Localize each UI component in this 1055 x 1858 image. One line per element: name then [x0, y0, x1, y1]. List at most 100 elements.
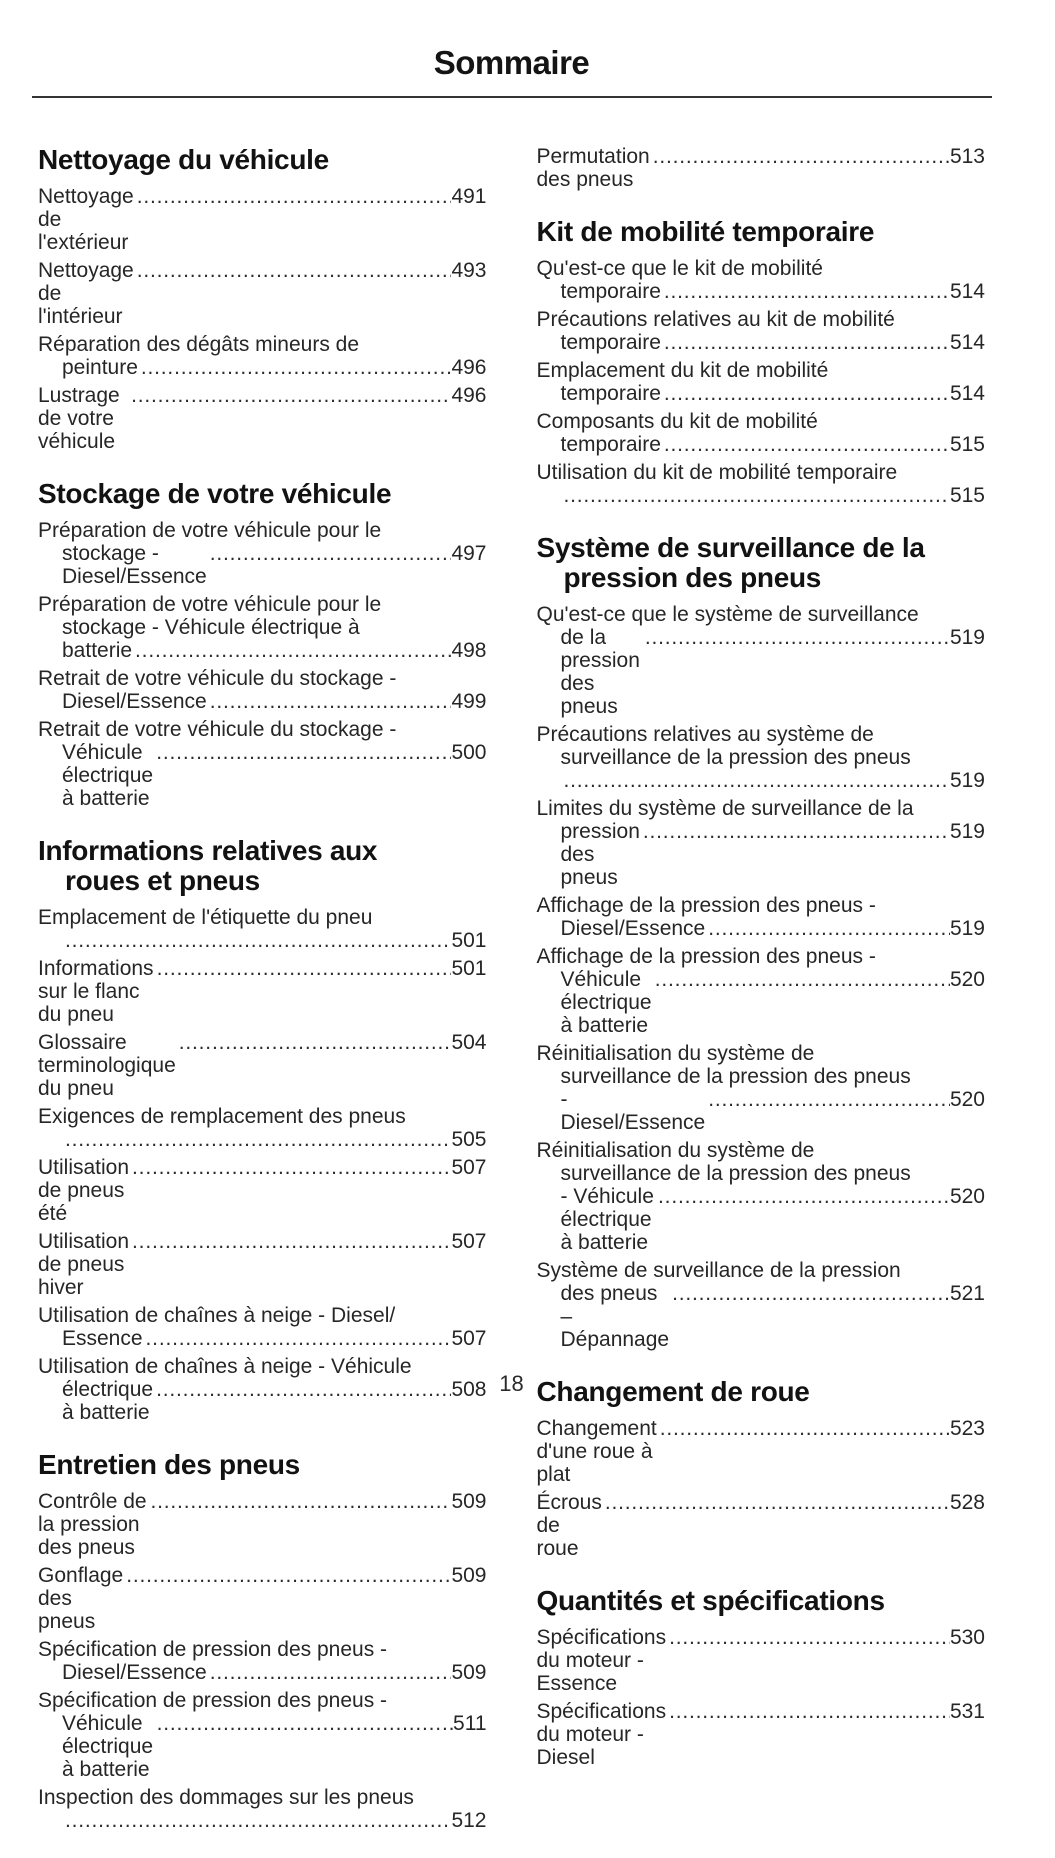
entry-text: temporaire: [560, 280, 667, 303]
dot-leader: [207, 542, 452, 565]
entry-text: Qu'est-ce que le kit de mobilité: [536, 257, 823, 280]
entry-line: temporaire 515: [537, 433, 986, 456]
entry-text: Affichage de la pression des pneus -: [536, 945, 876, 968]
entry-line: Spécifications du moteur - Essence 530: [537, 1626, 986, 1695]
entry-text: - Véhicule électrique à batterie: [560, 1185, 660, 1254]
entry-page-number: 493: [451, 259, 487, 282]
toc-entry: Spécification de pression des pneus - Véh…: [38, 1689, 487, 1781]
entry-text: pression des pneus: [560, 820, 646, 889]
entry-line: stockage - Véhicule électrique à: [38, 616, 487, 639]
entry-line: Véhicule électrique à batterie 520: [537, 968, 986, 1037]
entry-page-number: 499: [451, 690, 487, 713]
section-heading: Stockage de votre véhicule: [38, 479, 487, 509]
entry-text: Spécifications du moteur - Diesel: [536, 1700, 672, 1769]
entry-line: Réinitialisation du système de: [537, 1042, 986, 1065]
entry-line: 515: [537, 484, 985, 507]
toc-entry: Précautions relatives au système de surve…: [537, 723, 986, 792]
entry-text: temporaire: [560, 382, 667, 405]
dot-leader: [153, 741, 451, 764]
entry-text: Système de surveillance de la pression: [536, 1259, 901, 1282]
entry-line: Emplacement du kit de mobilité: [537, 359, 986, 382]
entry-text: Spécification de pression des pneus -: [38, 1638, 388, 1661]
toc-entry: Composants du kit de mobilité temporaire …: [537, 410, 986, 456]
entry-line: surveillance de la pression des pneus: [537, 746, 986, 769]
entry-text: Véhicule électrique à batterie: [62, 1712, 159, 1781]
entry-text: Retrait de votre véhicule du stockage -: [38, 667, 397, 690]
entry-line: Retrait de votre véhicule du stockage -: [38, 718, 487, 741]
entry-text: Nettoyage de l'intérieur: [38, 259, 140, 328]
dot-leader: [62, 1128, 451, 1151]
entry-page-number: 519: [949, 820, 985, 843]
toc-entry: Nettoyage de l'extérieur 491: [38, 185, 487, 254]
entry-page-number: 504: [451, 1031, 487, 1054]
entry-text: Informations sur le flanc du pneu: [38, 957, 160, 1026]
entry-text: surveillance de la pression des pneus: [560, 746, 911, 769]
entry-line: Essence 507: [38, 1327, 487, 1350]
entry-line: pression des pneus 519: [537, 820, 986, 889]
entry-line: Gonflage des pneus 509: [38, 1564, 487, 1633]
toc-entry: Retrait de votre véhicule du stockage -D…: [38, 667, 487, 713]
entry-page-number: 514: [949, 280, 985, 303]
entry-page-number: 496: [451, 356, 487, 379]
entry-page-number: 513: [949, 145, 985, 168]
entry-page-number: 498: [451, 639, 487, 662]
toc-column: Permutation des pneus 513 Kit de mobilité …: [537, 145, 986, 1858]
toc-entry: Affichage de la pression des pneus - Dies…: [537, 894, 986, 940]
entry-line: Informations sur le flanc du pneu 501: [38, 957, 487, 1026]
entry-text: stockage - Véhicule électrique à: [62, 616, 360, 639]
dot-leader: [657, 1417, 950, 1440]
entry-page-number: 519: [949, 917, 985, 940]
dot-leader: [207, 1661, 452, 1684]
entry-text: de la pression des pneus: [560, 626, 646, 718]
dot-leader: [148, 1490, 452, 1513]
toc-entry: Préparation de votre véhicule pour le sto…: [38, 593, 487, 662]
dot-leader: [176, 1031, 452, 1054]
dot-leader: [640, 820, 950, 843]
entry-text: Composants du kit de mobilité: [536, 410, 818, 433]
entry-page-number: 496: [451, 384, 487, 407]
toc-entry: Réparation des dégâts mineurs de peinture…: [38, 333, 487, 379]
dot-leader: [669, 1282, 950, 1305]
entry-line: peinture 496: [38, 356, 487, 379]
entry-text: Préparation de votre véhicule pour le: [38, 519, 382, 542]
toc-section: Informations relatives aux roues et pneus…: [38, 836, 487, 1425]
entry-text: Véhicule électrique à batterie: [560, 968, 658, 1037]
entry-line: Préparation de votre véhicule pour le: [38, 519, 487, 542]
dot-leader: [143, 1327, 452, 1350]
entry-line: Emplacement de l'étiquette du pneu: [38, 906, 487, 929]
dot-leader: [134, 185, 452, 208]
entry-text: Qu'est-ce que le système de surveillance: [536, 603, 919, 626]
entry-page-number: 501: [451, 957, 487, 980]
dot-leader: [661, 382, 950, 405]
entry-text: Limites du système de surveillance de la: [536, 797, 914, 820]
entry-text: Utilisation du kit de mobilité temporair…: [536, 461, 898, 484]
entry-line: - Diesel/Essence 520: [537, 1088, 986, 1134]
entry-text: Spécifications du moteur - Essence: [536, 1626, 672, 1695]
dot-leader: [561, 769, 950, 792]
entry-line: Système de surveillance de la pression: [537, 1259, 986, 1282]
entry-page-number: 509: [451, 1661, 487, 1684]
entry-line: Permutation des pneus 513: [537, 145, 986, 191]
toc-entry: Retrait de votre véhicule du stockage -V…: [38, 718, 487, 810]
section-heading-line: Nettoyage du véhicule: [38, 144, 329, 175]
toc-entry: Réinitialisation du système de surveillan…: [537, 1042, 986, 1134]
entry-line: batterie 498: [38, 639, 487, 662]
page-number: 18: [499, 1371, 524, 1396]
toc-entry: Changement d'une roue à plat 523: [537, 1417, 986, 1486]
toc-entry: Précautions relatives au kit de mobilité…: [537, 308, 986, 354]
entry-page-number: 531: [949, 1700, 985, 1723]
entry-line: Véhicule électrique à batterie 511: [38, 1712, 487, 1781]
entry-text: Réinitialisation du système de: [536, 1139, 815, 1162]
dot-leader: [129, 1156, 451, 1179]
dot-leader: [561, 484, 950, 507]
entry-line: 512: [38, 1809, 486, 1832]
dot-leader: [652, 968, 950, 991]
entry-line: Lustrage de votre véhicule 496: [38, 384, 487, 453]
entry-text: Précautions relatives au système de: [536, 723, 874, 746]
section-heading-line: pression des pneus: [563, 562, 822, 593]
dot-leader: [602, 1491, 950, 1514]
entry-page-number: 507: [451, 1327, 487, 1350]
dot-leader: [666, 1700, 950, 1723]
entry-line: Véhicule électrique à batterie 500: [38, 741, 487, 810]
dot-leader: [705, 1088, 950, 1111]
